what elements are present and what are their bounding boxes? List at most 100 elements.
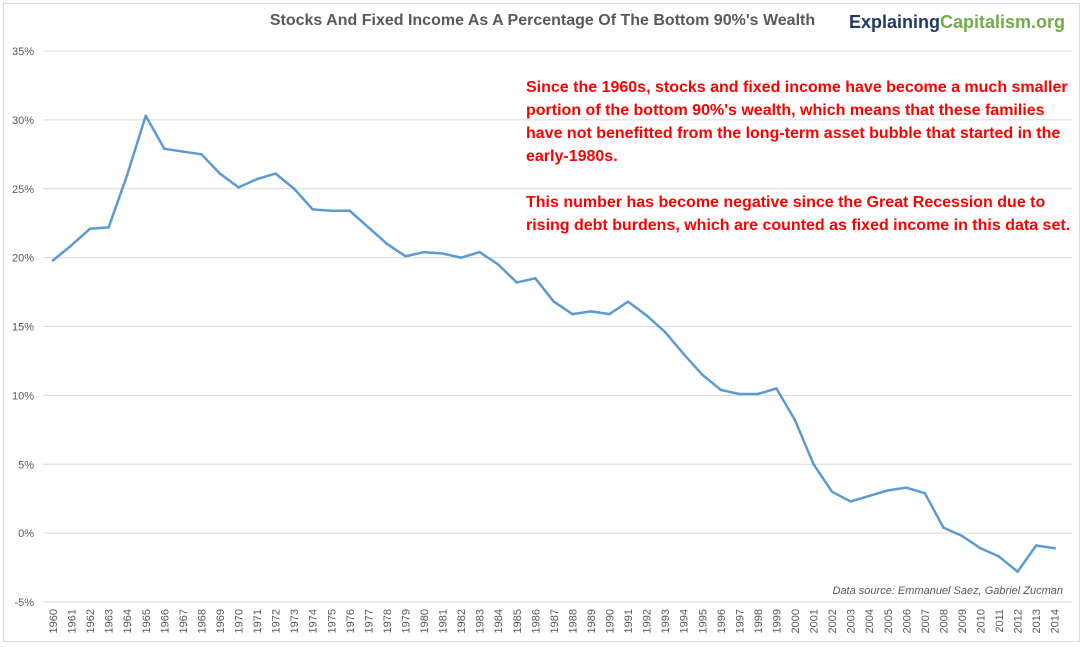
data-point [886,489,890,492]
x-tick-label: 1974 [308,609,320,633]
x-tick-label: 2006 [901,609,913,633]
y-axis-tick-labels: -5% 0% 5% 10% 15% 20% 25% 30% 35% [12,46,34,609]
series-layer [51,114,1056,573]
x-tick-label: 1977 [363,609,375,633]
x-tick-label: 1989 [586,609,598,633]
data-point [441,252,444,255]
x-tick-label: 1967 [178,609,190,633]
x-tick-label: 2011 [994,609,1006,633]
data-point [534,276,537,280]
x-tick-label: 1976 [345,609,357,633]
data-point [830,490,834,494]
data-point [700,373,704,377]
x-tick-label: 1960 [48,609,60,633]
data-point [589,310,593,313]
x-tick-label: 1993 [660,609,672,633]
annotation-paragraph-1: Since the 1960s, stocks and fixed income… [526,79,1068,165]
gridlines [43,50,1072,603]
data-point [385,242,389,246]
data-point [960,534,964,538]
y-tick-label: 35% [12,46,34,58]
x-tick-label: 1965 [141,609,153,633]
x-tick-label: 1992 [642,609,654,633]
data-point [200,153,203,156]
data-point [571,312,574,316]
brand-logo: ExplainingCapitalism.org [849,12,1065,33]
data-point [719,388,723,392]
data-point [793,418,797,422]
brand-logo-part-1: Explaining [848,12,940,32]
data-point [51,259,55,262]
chart-annotation: Since the 1960s, stocks and fixed income… [526,76,1071,260]
data-point [1034,544,1038,547]
x-tick-label: 2014 [1050,609,1062,633]
x-tick-label: 1969 [215,609,227,633]
x-tick-label: 1998 [753,609,765,633]
x-tick-label: 1988 [567,609,579,633]
x-tick-label: 1996 [716,609,728,633]
y-tick-label: 15% [12,322,34,334]
data-point [125,173,129,177]
data-point [942,526,945,529]
x-tick-label: 2012 [1013,609,1025,633]
data-point [348,209,352,213]
y-tick-label: -5% [14,597,34,609]
x-tick-label: 1986 [530,609,542,633]
x-tick-label: 1995 [697,609,709,633]
data-point [608,312,611,316]
chart-title: Stocks And Fixed Income As A Percentage … [269,12,816,29]
data-point [163,147,166,151]
data-point [905,486,908,489]
data-point [1016,570,1019,573]
x-tick-label: 2010 [976,609,988,633]
x-tick-label: 1980 [419,609,431,633]
data-point [1053,546,1056,550]
data-point [849,500,852,503]
x-tick-label: 1985 [512,609,524,633]
y-tick-label: 25% [12,184,34,196]
y-tick-label: 0% [18,528,34,540]
y-tick-label: 20% [12,253,34,265]
x-tick-label: 1999 [771,609,783,633]
x-tick-label: 2008 [938,609,950,633]
x-tick-label: 1984 [493,609,505,633]
x-tick-label: 1982 [456,609,468,633]
data-point [70,243,73,247]
x-tick-label: 2009 [957,609,969,633]
data-point [738,392,741,396]
data-point [459,256,463,259]
x-tick-label: 2005 [883,609,895,633]
data-point [311,208,315,211]
x-tick-label: 2001 [809,609,821,633]
x-tick-label: 1961 [67,609,79,633]
data-point [663,330,667,334]
x-tick-label: 1994 [679,609,691,633]
data-point [552,300,556,304]
x-tick-label: 2003 [846,609,858,633]
data-point [626,300,630,304]
data-point [404,254,407,258]
data-point [218,172,222,175]
x-tick-label: 2013 [1031,609,1043,633]
data-point [979,546,982,550]
x-tick-label: 2004 [864,609,876,633]
data-point [682,352,685,356]
x-tick-label: 1983 [475,609,487,633]
x-tick-label: 1981 [438,609,450,633]
data-point [255,177,259,181]
x-tick-label: 1970 [234,609,246,633]
annotation-paragraph-2: This number has become negative since th… [526,194,1071,234]
x-tick-label: 1973 [289,609,301,633]
x-tick-label: 1966 [159,609,171,633]
data-point [867,494,871,498]
data-point [775,387,778,390]
x-tick-label: 2002 [827,609,839,633]
x-tick-label: 1990 [605,609,617,633]
x-tick-label: 2007 [920,609,932,633]
x-axis-tick-labels: 1960 1961 1962 1963 1964 1965 1966 1967 1968 1969… [48,609,1062,633]
x-tick-label: 1987 [549,609,561,633]
x-tick-label: 1991 [623,609,635,633]
data-point [292,187,296,191]
data-source-note: Data source: Emmanuel Saez, Gabriel Zucm… [832,585,1064,597]
